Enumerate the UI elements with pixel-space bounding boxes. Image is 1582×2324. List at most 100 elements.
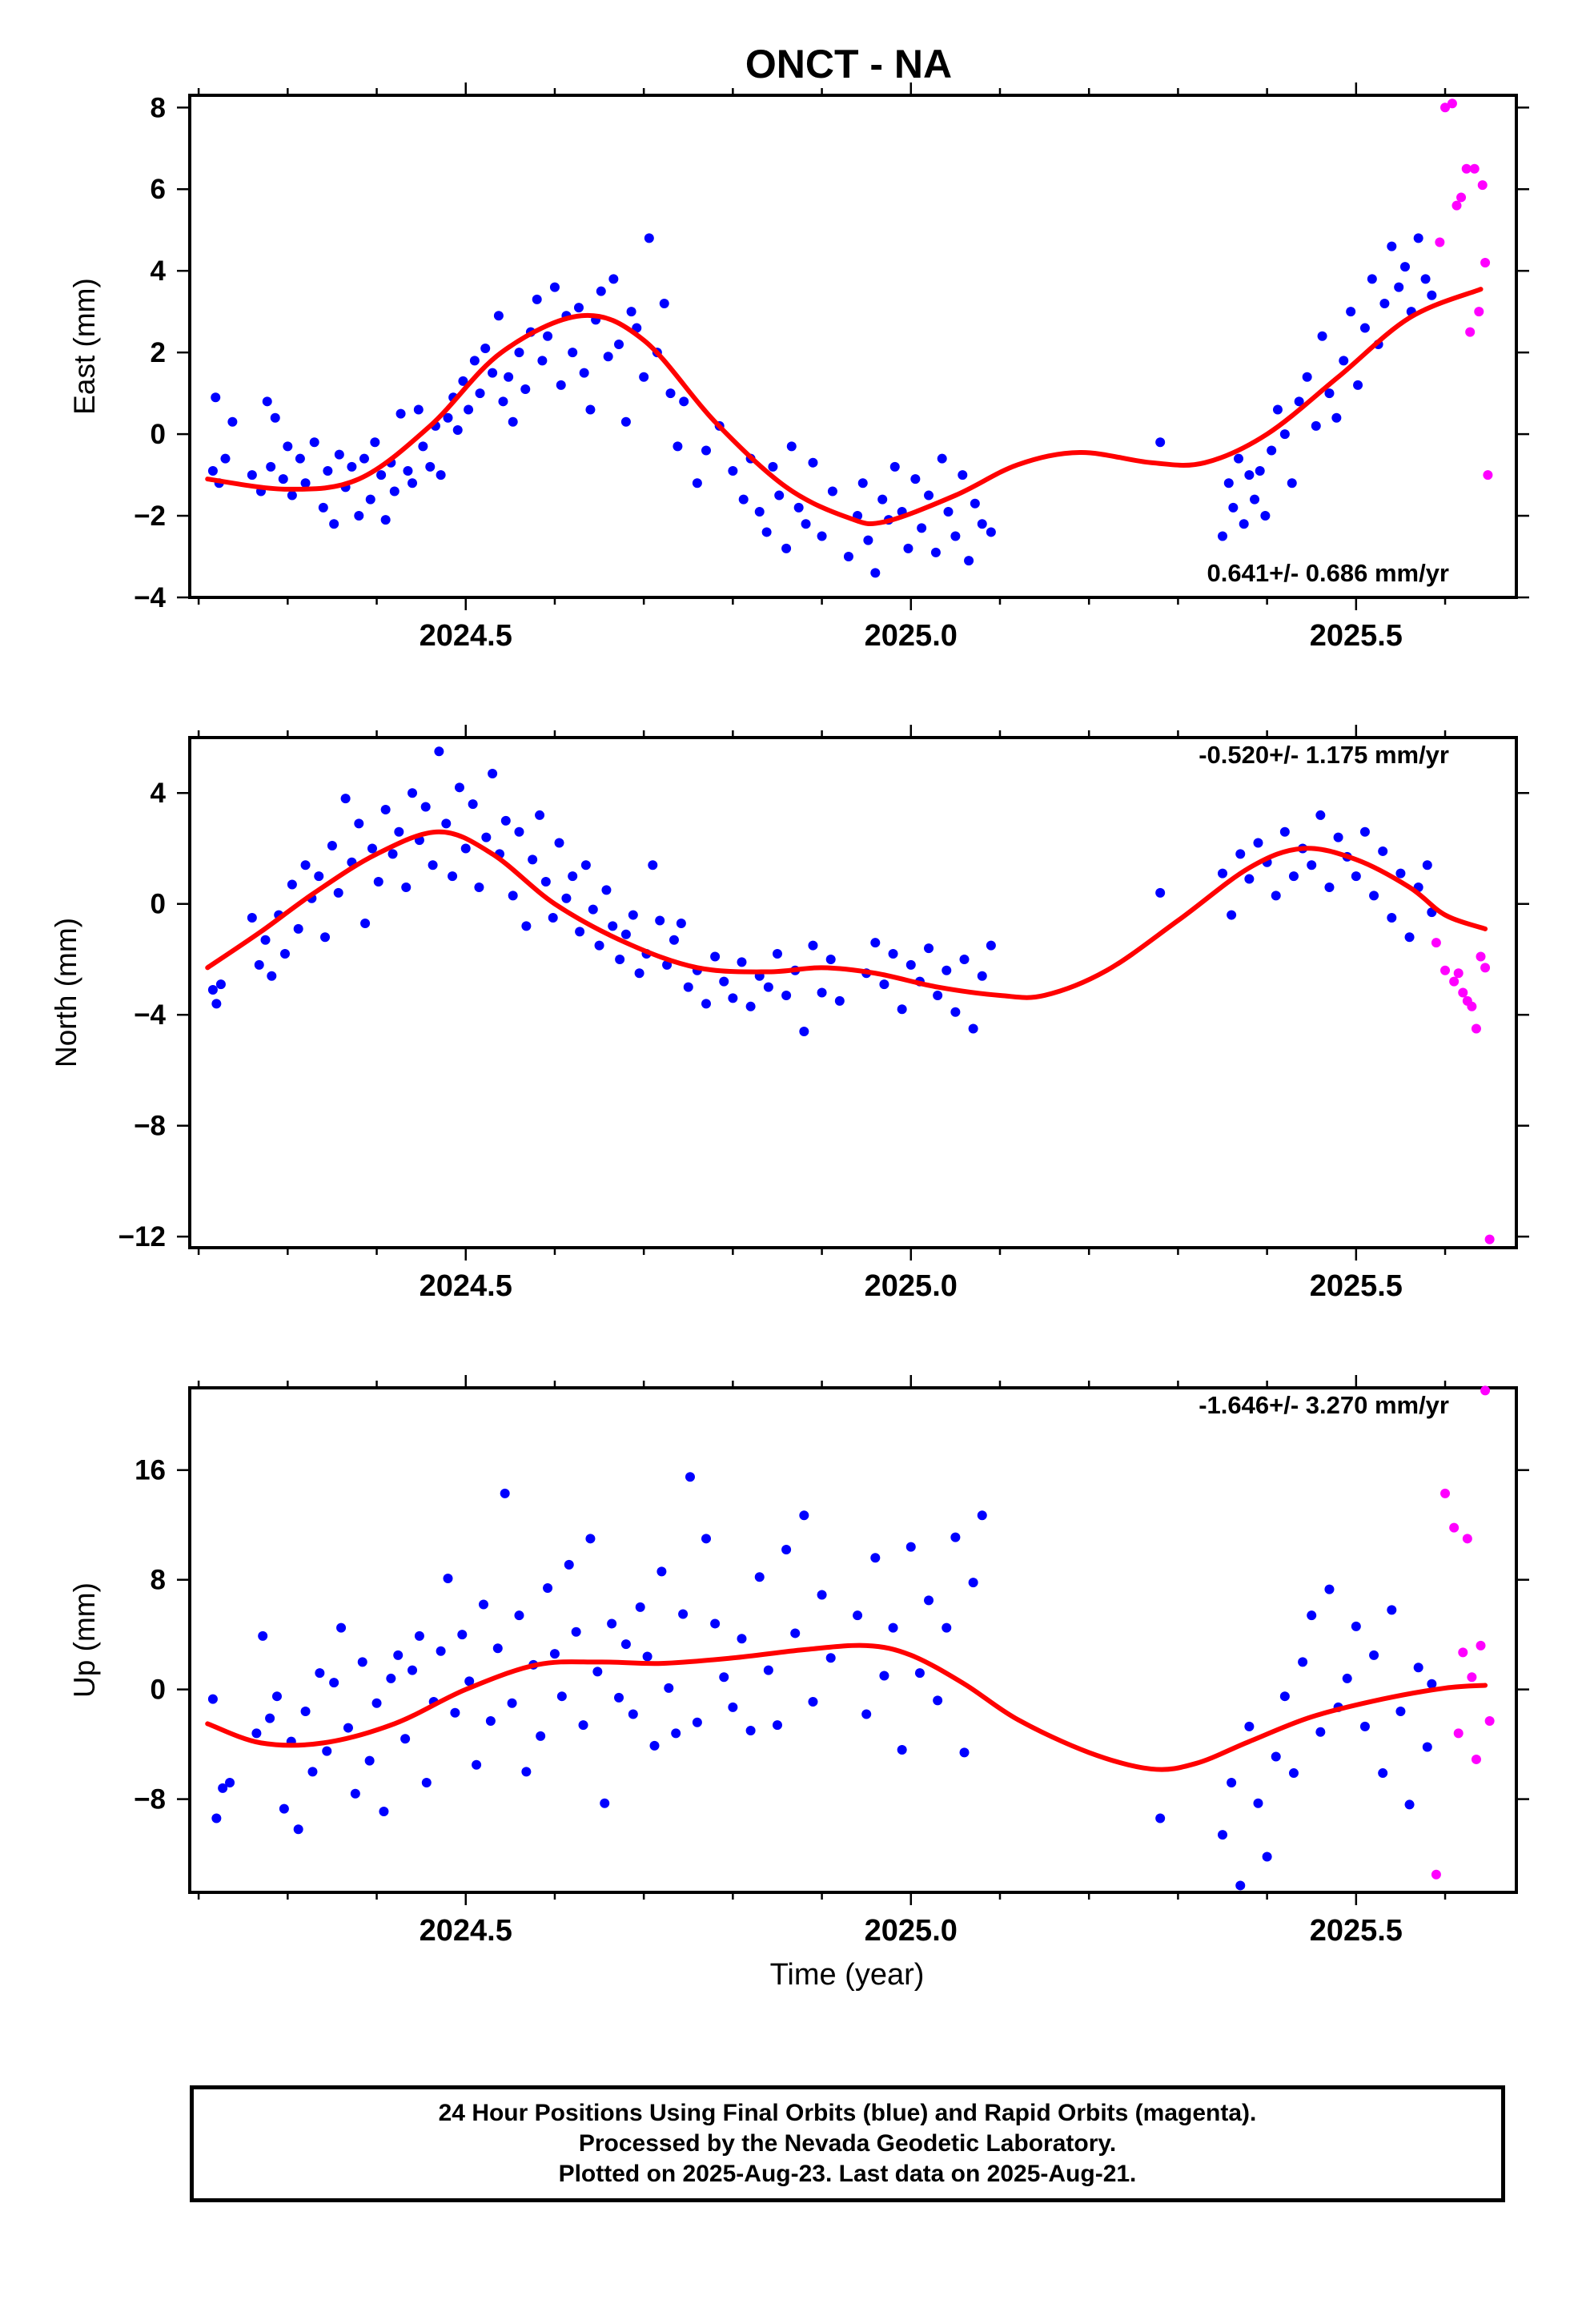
final-orbit-point (508, 891, 518, 901)
final-orbit-point (1353, 380, 1363, 390)
final-orbit-point (603, 352, 613, 362)
final-orbit-point (1267, 445, 1277, 456)
final-orbit-point (1288, 871, 1299, 882)
final-orbit-point (910, 474, 921, 485)
final-orbit-point (350, 1788, 360, 1799)
rapid-orbit-point (1476, 1640, 1486, 1651)
x-tick-label: 2025.0 (865, 619, 958, 653)
x-tick-label: 2025.0 (865, 1914, 958, 1948)
final-orbit-point (287, 490, 297, 501)
final-orbit-point (556, 1691, 567, 1702)
final-orbit-point (1359, 323, 1370, 333)
rapid-orbit-point (1440, 1488, 1451, 1498)
final-orbit-point (950, 1007, 961, 1017)
x-tick-label: 2024.5 (420, 619, 512, 653)
final-orbit-point (492, 1643, 503, 1654)
y-tick-label: −4 (134, 999, 166, 1031)
final-orbit-point (1395, 1707, 1406, 1717)
final-orbit-point (359, 453, 369, 464)
final-orbit-point (1394, 282, 1404, 292)
final-orbit-point (1298, 1657, 1308, 1667)
y-tick-label: 6 (151, 174, 166, 205)
final-orbit-point (1287, 478, 1297, 489)
final-orbit-point (1255, 465, 1265, 476)
y-tick-label: 4 (151, 778, 167, 809)
final-orbit-point (585, 1534, 596, 1544)
final-orbit-point (817, 987, 827, 998)
final-orbit-point (857, 478, 868, 489)
rapid-orbit-point (1447, 99, 1457, 109)
final-orbit-point (469, 356, 480, 366)
final-orbit-point (336, 1622, 347, 1633)
final-orbit-point (986, 940, 996, 951)
final-orbit-point (1427, 290, 1437, 300)
final-orbit-point (380, 805, 391, 815)
final-orbit-point (924, 943, 934, 954)
final-orbit-point (564, 1559, 574, 1570)
final-orbit-point (376, 470, 387, 480)
final-orbit-point (514, 826, 524, 837)
final-orbit-point (571, 1626, 581, 1637)
final-orbit-point (434, 746, 444, 757)
rapid-orbit-point (1465, 327, 1476, 337)
final-orbit-point (943, 506, 954, 517)
final-orbit-point (270, 412, 280, 423)
final-orbit-point (801, 519, 811, 529)
final-orbit-point (452, 425, 463, 435)
final-orbit-point (428, 860, 438, 870)
final-orbit-point (656, 1566, 667, 1577)
final-orbit-point (942, 965, 952, 975)
final-orbit-point (413, 404, 424, 415)
final-orbit-point (211, 392, 221, 403)
final-orbit-point (528, 854, 538, 865)
final-orbit-point (364, 1755, 375, 1766)
final-orbit-point (968, 1578, 978, 1588)
final-orbit-point (1260, 511, 1271, 521)
final-orbit-point (418, 441, 428, 452)
final-orbit-point (1235, 1880, 1246, 1891)
rapid-orbit-point (1453, 968, 1464, 979)
final-orbit-point (933, 1695, 943, 1706)
final-orbit-point (500, 1488, 510, 1498)
north-panel: 2024.5 2025.0 2025.5 −12 −8 −4 0 4 North (mm) -0.… (50, 725, 1529, 1303)
final-orbit-point (468, 799, 478, 810)
final-orbit-point (343, 1723, 353, 1733)
rapid-orbit-point (1480, 258, 1491, 267)
final-orbit-point (774, 490, 785, 501)
final-orbit-point (679, 396, 689, 407)
final-orbit-point (905, 959, 916, 970)
final-orbit-point (207, 1694, 218, 1704)
final-orbit-point (754, 506, 765, 517)
final-orbit-point (1359, 826, 1370, 837)
final-orbit-point (950, 1532, 961, 1542)
final-orbit-point (655, 915, 665, 926)
final-orbit-point (1235, 849, 1246, 859)
final-orbit-point (1413, 233, 1423, 243)
final-orbit-point (719, 1672, 729, 1683)
final-orbit-point (897, 1744, 907, 1755)
final-orbit-point (323, 465, 333, 476)
final-orbit-point (608, 921, 618, 931)
final-orbit-point (318, 502, 328, 513)
final-orbit-point (1155, 887, 1166, 898)
final-orbit-point (247, 470, 257, 480)
final-orbit-point (701, 999, 712, 1009)
final-orbit-point (474, 882, 484, 892)
final-orbit-point (380, 515, 391, 525)
final-orbit-point (300, 1707, 311, 1717)
final-orbit-point (843, 552, 853, 562)
final-orbit-point (520, 384, 531, 395)
y-tick-label: −2 (134, 501, 166, 532)
final-orbit-point (620, 929, 631, 939)
final-orbit-point (300, 478, 311, 489)
final-orbit-point (635, 1602, 645, 1612)
final-orbit-point (1351, 871, 1361, 882)
final-orbit-point (933, 990, 943, 1000)
final-orbit-point (373, 877, 383, 887)
final-orbit-point (1367, 274, 1377, 284)
final-orbit-point (340, 794, 351, 804)
final-orbit-point (772, 1720, 782, 1731)
final-orbit-point (754, 1572, 765, 1582)
final-orbit-point (460, 843, 471, 854)
rapid-orbit-point (1449, 976, 1460, 987)
